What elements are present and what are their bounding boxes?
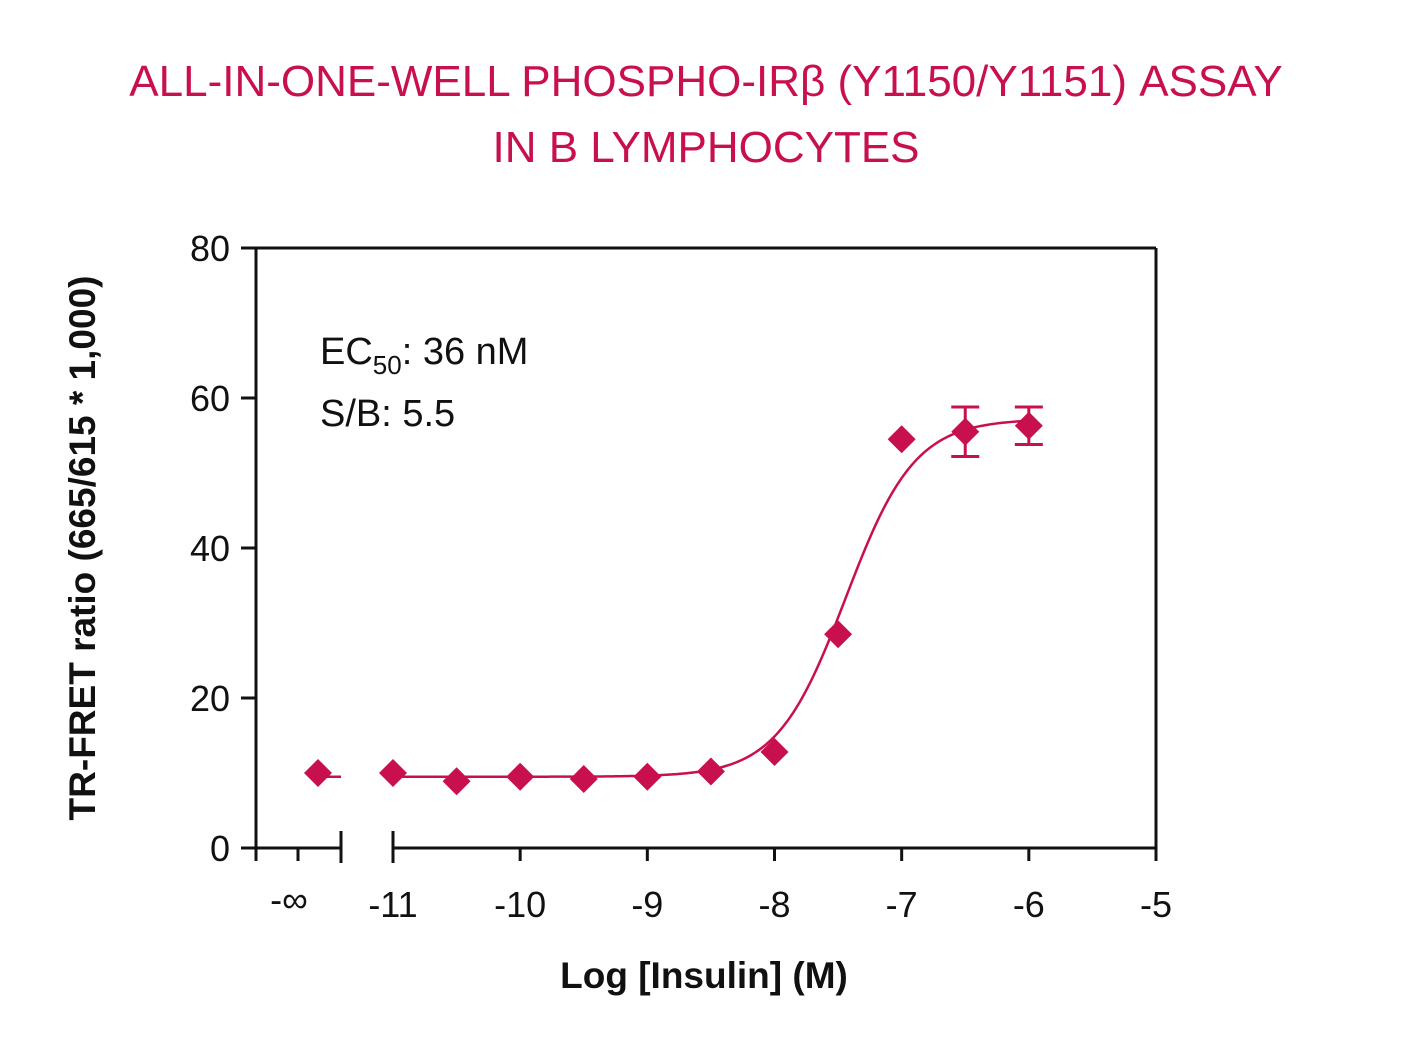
ec50-subscript: 50 [373,350,402,380]
y-axis-ticks: 0 20 40 60 80 [190,228,256,869]
data-point-baseline [304,759,332,787]
data-point [569,765,598,793]
data-point [887,425,916,454]
x-tick-label: -5 [1140,884,1172,925]
sb-annotation: S/B: 5.5 [320,393,455,435]
x-tick-label: -11 [368,884,417,925]
data-point [696,757,725,786]
ec50-annotation: EC50: 36 nM [320,331,528,380]
y-tick-label: 80 [190,228,230,269]
x-tick-label-neg-infinity: -∞ [270,879,308,920]
y-tick-label: 0 [210,828,230,869]
y-tick-label: 40 [190,528,230,569]
x-tick-label: -6 [1013,884,1045,925]
y-tick-label: 60 [190,378,230,419]
x-axis-title: Log [Insulin] (M) [560,955,848,996]
data-point [951,417,980,446]
y-axis-title: TR-FRET ratio (665/615 * 1,000) [62,276,103,821]
y-tick-label: 20 [190,678,230,719]
x-tick-label: -9 [631,884,663,925]
data-markers [304,411,1043,796]
data-point [824,620,853,649]
plot-frame [254,246,1158,848]
chart-title: ALL-IN-ONE-WELL PHOSPHO-IRβ (Y1150/Y1151… [129,57,1282,106]
data-point [760,738,789,766]
x-tick-label: -8 [758,884,790,925]
chart-subtitle: IN B LYMPHOCYTES [492,123,919,172]
data-point [442,767,471,796]
ec50-value: : 36 nM [402,331,529,373]
error-bars [951,405,1043,458]
x-axis [254,831,1156,863]
data-point [633,762,662,791]
x-axis-ticks: -11 -10 -9 -8 -7 -6 -5 [368,848,1172,925]
x-tick-label: -7 [886,884,918,925]
ec50-prefix: EC [320,331,373,373]
data-point [1014,411,1043,440]
x-tick-label: -10 [494,884,546,925]
fit-curve [393,419,1029,778]
data-point [379,759,407,787]
data-point [506,762,535,791]
